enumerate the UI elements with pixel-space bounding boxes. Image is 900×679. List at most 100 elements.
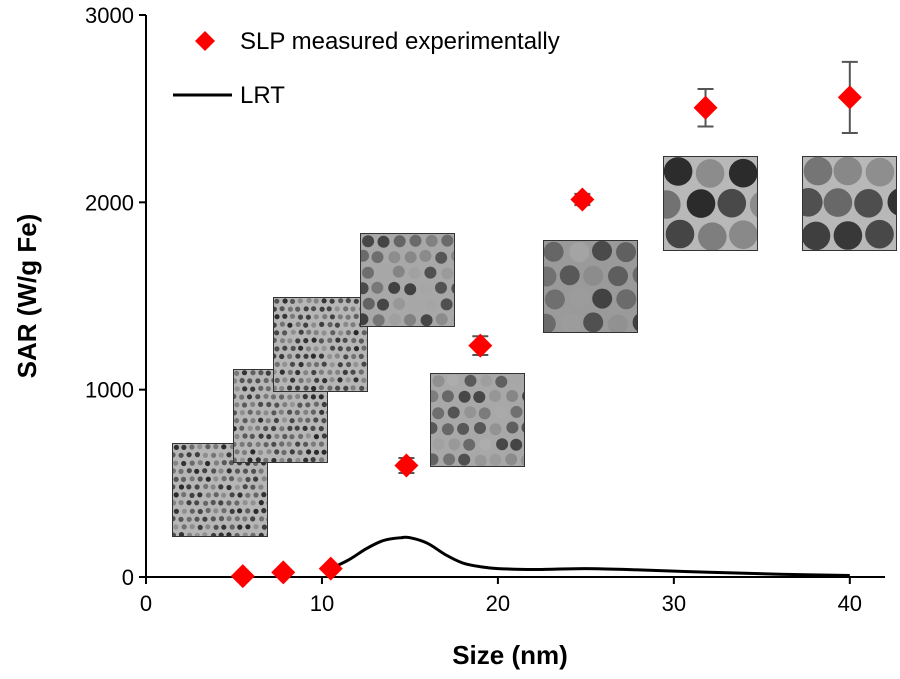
tem-particle xyxy=(457,423,469,435)
tem-particle xyxy=(361,362,366,367)
tem-particle xyxy=(272,338,277,343)
tem-particle xyxy=(528,407,540,419)
tem-particle xyxy=(394,235,406,247)
tem-particle xyxy=(410,235,422,247)
tem-particle xyxy=(319,370,324,375)
tem-particle xyxy=(290,378,295,383)
tem-particle xyxy=(264,378,269,383)
tem-particle xyxy=(834,221,863,250)
tem-particle xyxy=(186,500,191,505)
tem-particle xyxy=(560,265,580,285)
tem-particle xyxy=(262,525,267,530)
tem-particle xyxy=(279,441,284,446)
tem-particle xyxy=(234,402,239,407)
tem-particle xyxy=(495,376,507,388)
tem-image xyxy=(356,233,469,343)
tem-particle xyxy=(432,407,444,419)
tem-particle xyxy=(205,524,210,529)
data-point xyxy=(394,454,418,478)
tem-particle xyxy=(305,402,310,407)
tem-particle xyxy=(255,426,260,431)
tem-particle xyxy=(279,410,284,415)
tem-particle xyxy=(229,540,234,545)
tem-particle xyxy=(258,418,263,423)
tem-particle xyxy=(506,422,518,434)
tem-particle xyxy=(346,394,351,399)
tem-particle xyxy=(373,314,385,326)
tem-particle xyxy=(447,374,459,386)
tem-particle xyxy=(421,314,433,326)
tem-particle xyxy=(205,444,210,449)
tem-particle xyxy=(729,220,758,249)
tem-particle xyxy=(425,299,437,311)
tem-particle xyxy=(804,157,833,186)
tem-particle xyxy=(322,298,327,303)
tem-particle xyxy=(666,220,695,249)
tem-particle xyxy=(338,298,343,303)
tem-particle xyxy=(234,449,239,454)
tem-particle xyxy=(256,457,261,462)
tem-particle xyxy=(274,434,279,439)
tem-particle xyxy=(322,330,327,335)
tem-particle xyxy=(640,288,660,308)
tem-particle xyxy=(359,354,364,359)
tem-particle xyxy=(322,402,327,407)
tem-particle xyxy=(698,222,727,251)
tem-particle xyxy=(303,442,308,447)
tem-particle xyxy=(258,386,263,391)
tem-particle xyxy=(687,189,716,218)
tem-particle xyxy=(287,385,292,390)
tem-particle xyxy=(259,500,264,505)
tem-particle xyxy=(337,377,342,382)
tem-particle xyxy=(189,493,194,498)
tem-particle xyxy=(474,422,486,434)
tem-particle xyxy=(221,508,226,513)
tem-particle xyxy=(282,417,287,422)
tem-particle xyxy=(182,540,187,545)
tem-particle xyxy=(304,306,309,311)
tem-particle xyxy=(480,375,492,387)
tem-particle xyxy=(350,322,355,327)
tem-particle xyxy=(351,338,356,343)
tem-particle xyxy=(222,476,227,481)
tem-particle xyxy=(182,524,187,529)
tem-particle xyxy=(319,410,324,415)
y-tick-label: 0 xyxy=(122,565,134,590)
tem-particle xyxy=(250,449,255,454)
tem-particle xyxy=(179,484,184,489)
tem-particle xyxy=(258,370,263,375)
tem-particle xyxy=(190,461,195,466)
tem-particle xyxy=(370,346,375,351)
tem-particle xyxy=(205,541,210,546)
tem-particle xyxy=(190,524,195,529)
tem-particle xyxy=(303,354,308,359)
tem-particle xyxy=(243,469,248,474)
tem-particle xyxy=(359,386,364,391)
tem-particle xyxy=(343,306,348,311)
tem-particle xyxy=(569,242,589,262)
tem-particle xyxy=(311,370,316,375)
tem-particle xyxy=(187,533,192,538)
tem-particle xyxy=(353,393,358,398)
tem-particle xyxy=(510,439,522,451)
tem-particle xyxy=(211,500,216,505)
tem-particle xyxy=(298,315,303,320)
tem-particle xyxy=(314,314,319,319)
tem-particle xyxy=(330,330,335,335)
tem-particle xyxy=(269,493,274,498)
tem-particle xyxy=(306,362,311,367)
tem-particle xyxy=(442,423,454,435)
tem-particle xyxy=(218,484,223,489)
tem-particle xyxy=(213,444,218,449)
tem-particle xyxy=(372,251,384,263)
tem-particle xyxy=(235,469,240,474)
tem-particle xyxy=(174,445,179,450)
tem-particle xyxy=(303,394,308,399)
y-tick-label: 1000 xyxy=(85,378,134,403)
tem-particle xyxy=(592,241,612,261)
tem-particle xyxy=(343,338,348,343)
tem-particle xyxy=(229,476,234,481)
tem-particle xyxy=(319,338,324,343)
tem-particle xyxy=(303,410,308,415)
tem-particle xyxy=(441,235,453,247)
